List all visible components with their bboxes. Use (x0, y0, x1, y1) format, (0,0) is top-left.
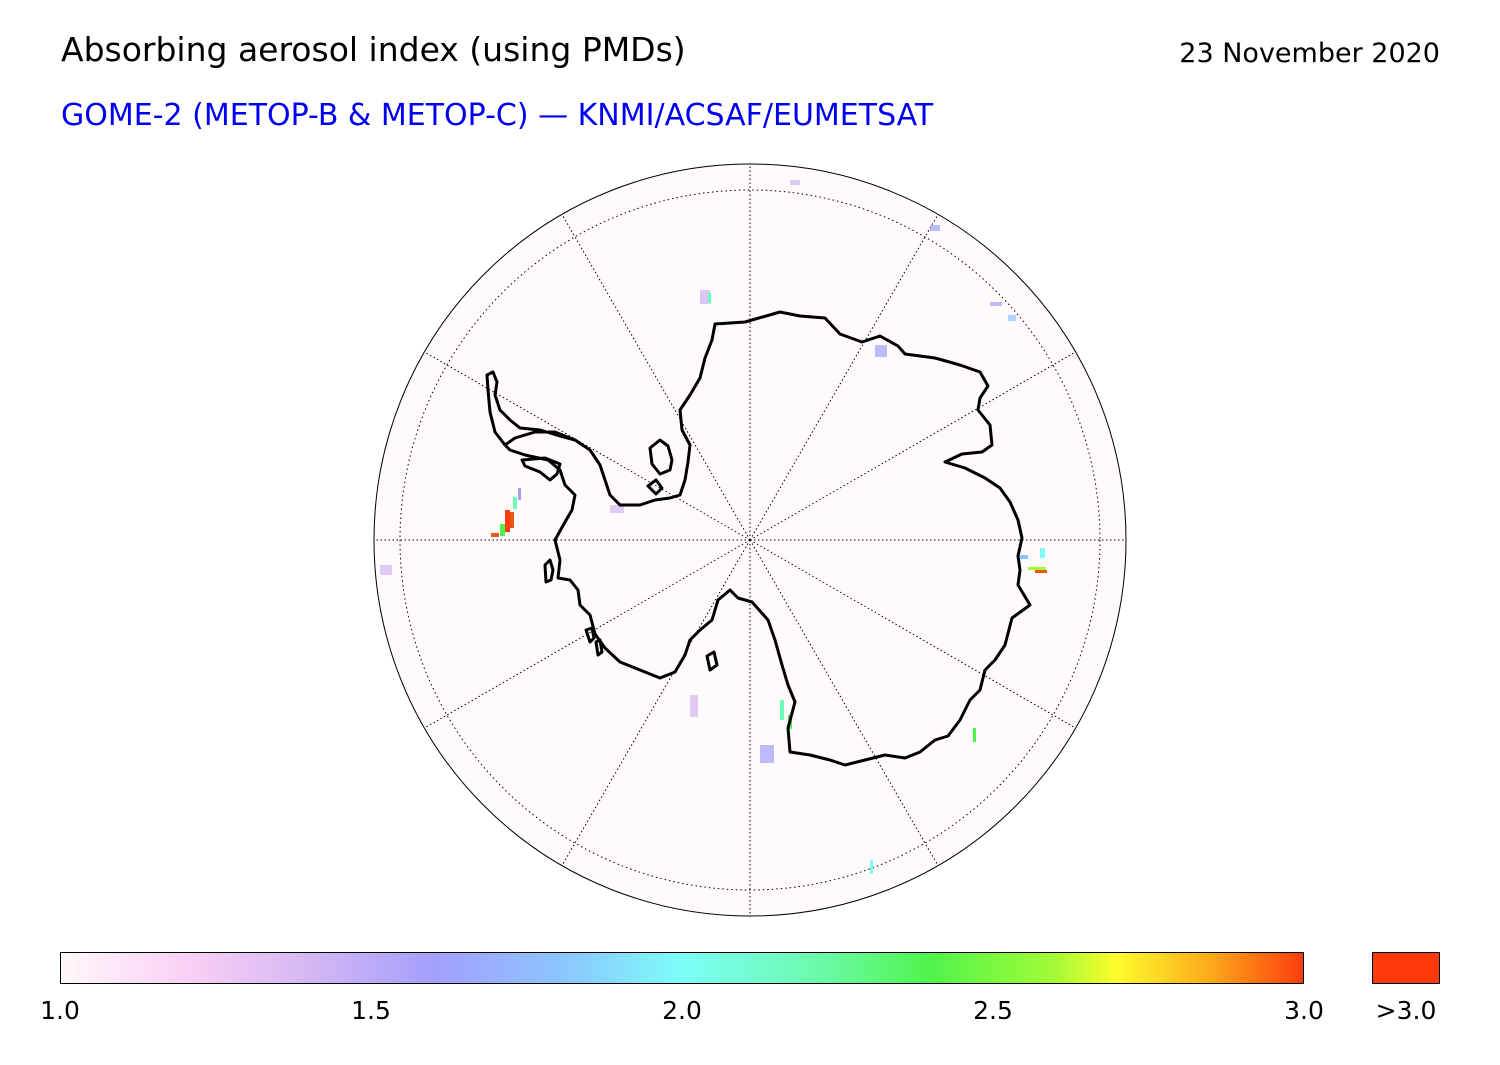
small-island-d (594, 638, 604, 657)
small-island-c (584, 626, 596, 644)
berkner-island (648, 438, 674, 476)
meridian-line (749, 539, 1076, 729)
meridian-line (749, 351, 1076, 541)
antarctic-peninsula-west (485, 370, 576, 446)
aerosol-data-layer (380, 180, 1047, 874)
small-island-b (543, 558, 555, 584)
map-border (373, 163, 1127, 917)
antarctica-coastline (485, 310, 1032, 767)
aerosol-patch-peninsula (491, 488, 521, 537)
aerosol-patch-east-coast (1020, 548, 1047, 573)
date-label: 23 November 2020 (1179, 38, 1440, 69)
colorbar-tick-label: 1.5 (351, 996, 391, 1025)
colorbar-overflow-label: >3.0 (1375, 996, 1437, 1025)
antarctica-mainland (503, 310, 1032, 767)
alexander-island (520, 456, 562, 482)
colorbar (60, 952, 1304, 984)
colorbar-tick-label: 2.0 (662, 996, 702, 1025)
roosevelt-island (705, 650, 719, 672)
colorbar-tick-label: 1.0 (40, 996, 80, 1025)
meridian-line (749, 214, 939, 541)
polar-map (373, 163, 1127, 917)
meridian-line (424, 539, 751, 729)
small-island-a (646, 478, 664, 496)
latitude-circle (399, 189, 1101, 891)
chart-title: Absorbing aerosol index (using PMDs) (61, 30, 686, 69)
colorbar-overflow-swatch (1372, 952, 1440, 984)
graticule-lines (374, 164, 1126, 916)
chart-subtitle: GOME-2 (METOP-B & METOP-C) — KNMI/ACSAF/… (61, 98, 934, 133)
aerosol-patch-misc (380, 180, 1016, 742)
colorbar-tick-label: 3.0 (1284, 996, 1324, 1025)
meridian-line (749, 539, 939, 866)
meridian-line (561, 214, 751, 541)
colorbar-tick-label: 2.5 (973, 996, 1013, 1025)
meridian-line (561, 539, 751, 866)
meridian-line (424, 351, 751, 541)
